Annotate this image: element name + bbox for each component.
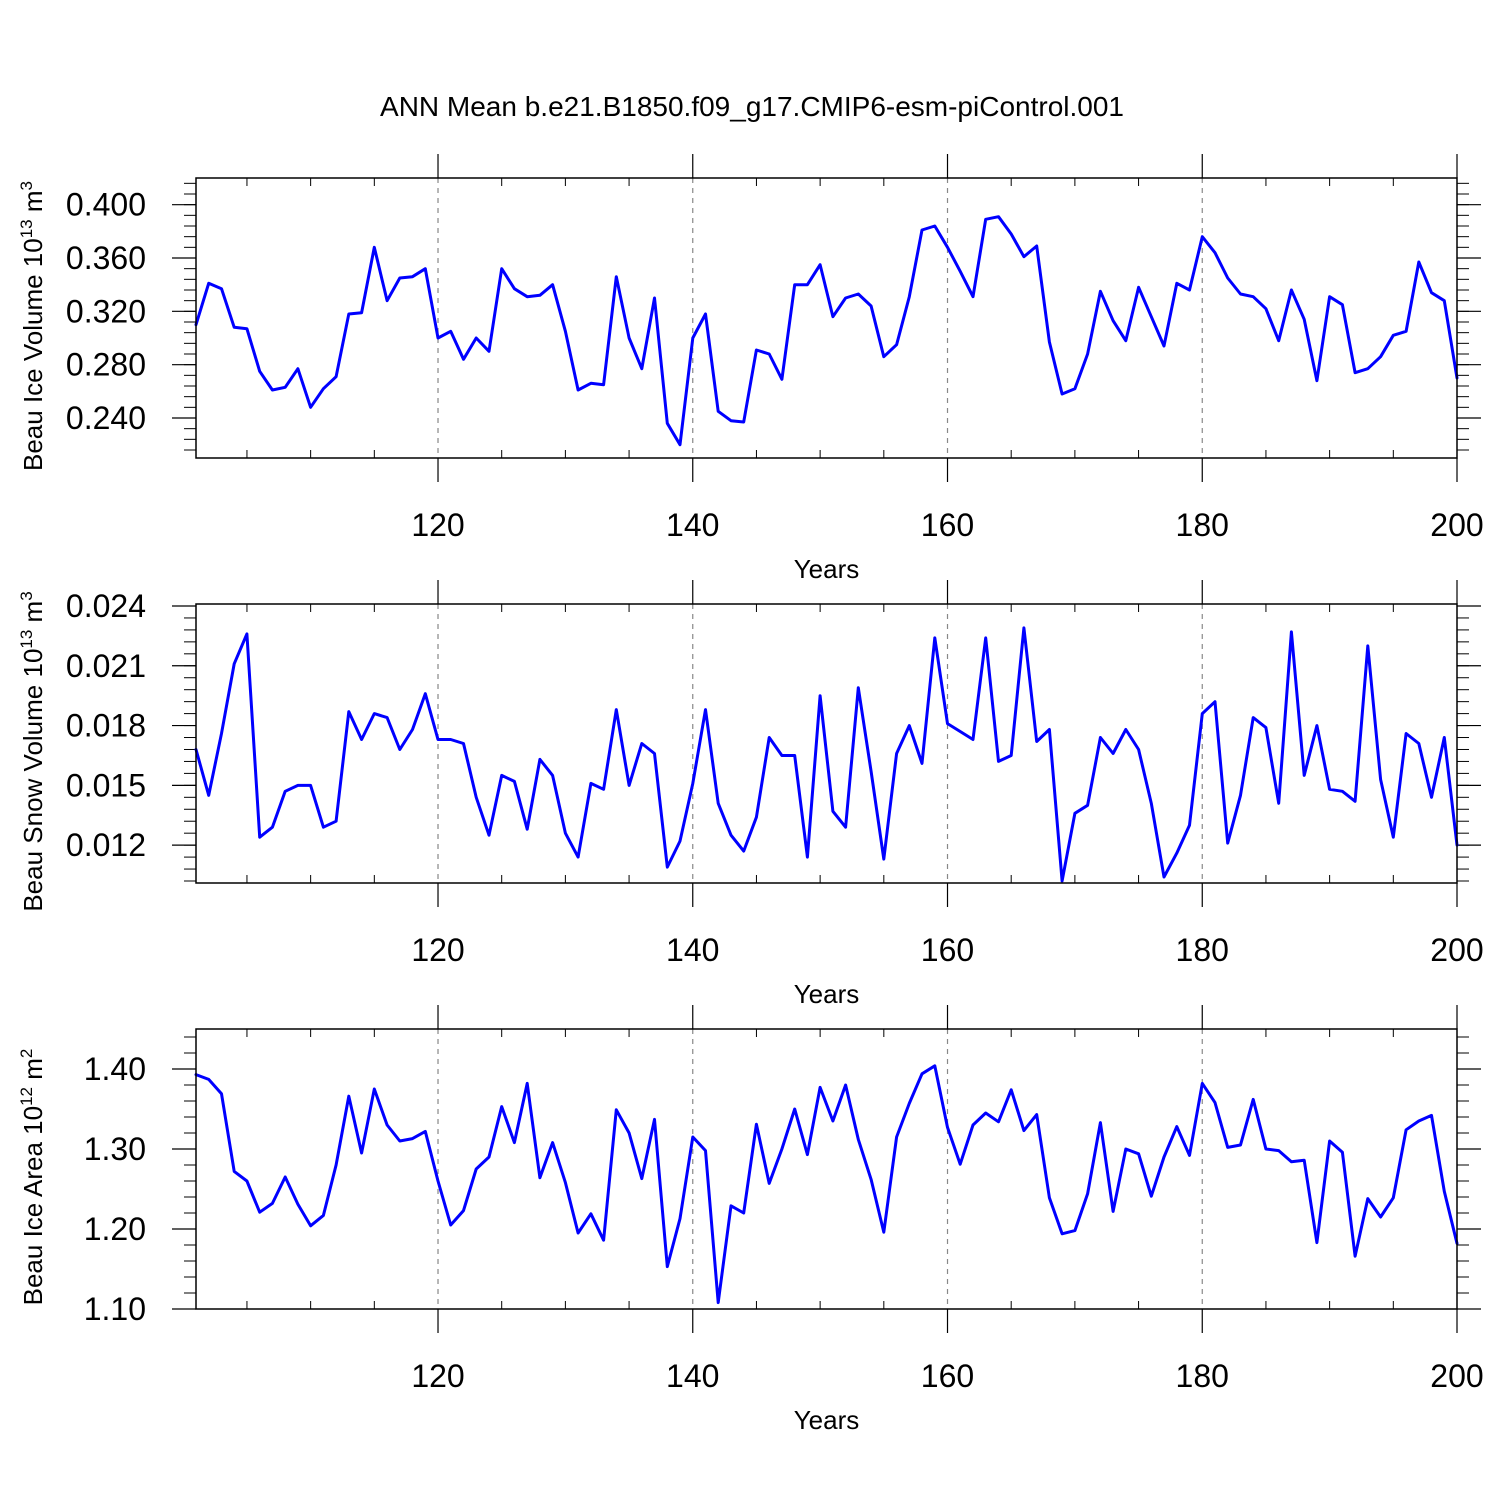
x-tick-label: 200 [1430,932,1483,968]
y-tick-label: 1.10 [84,1291,146,1327]
figure-title: ANN Mean b.e21.B1850.f09_g17.CMIP6-esm-p… [380,91,1124,122]
x-tick-label: 160 [921,932,974,968]
x-axis-title: Years [794,979,860,1009]
y-tick-label: 0.015 [66,767,146,803]
x-tick-label: 180 [1176,507,1229,543]
y-axis-title: Beau Snow Volume 1013 m3 [17,591,48,911]
y-tick-label: 0.400 [66,187,146,223]
y-tick-label: 1.30 [84,1131,146,1167]
chart-panel-3: 1.10 1.20 1.30 1.40 120 140 160 180 200 Years Beau… [17,1005,1484,1435]
plot-frame [195,177,1458,459]
y-tick-label: 0.320 [66,293,146,329]
y-tick-label: 1.20 [84,1211,146,1247]
x-tick-label: 140 [666,932,719,968]
series-line [194,626,1459,883]
x-axis-title: Years [794,554,860,584]
x-tick-label: 140 [666,1358,719,1394]
series-line [194,1064,1459,1305]
x-tick-label: 180 [1176,932,1229,968]
plot-frame [195,1028,1458,1310]
y-tick-label: 0.021 [66,648,146,684]
y-tick-label: 1.40 [84,1051,146,1087]
x-tick-label: 200 [1430,507,1483,543]
plot-frame [195,603,1458,884]
x-tick-label: 200 [1430,1358,1483,1394]
series-line [194,215,1459,447]
y-tick-label: 0.240 [66,400,146,436]
x-tick-label: 180 [1176,1358,1229,1394]
x-tick-label: 160 [921,507,974,543]
y-tick-label: 0.024 [66,588,146,624]
x-axis-title: Years [794,1405,860,1435]
x-tick-label: 140 [666,507,719,543]
x-tick-label: 120 [411,507,464,543]
y-axis-title: Beau Ice Volume 1013 m3 [17,181,48,471]
chart-panel-1: 0.240 0.280 0.320 0.360 0.400 120 140 160 180 200… [17,154,1484,584]
y-tick-label: 0.360 [66,240,146,276]
x-tick-label: 160 [921,1358,974,1394]
x-tick-label: 120 [411,1358,464,1394]
chart-panel-2: 0.012 0.015 0.018 0.021 0.024 120 140 160 180 200… [17,580,1484,1009]
y-tick-label: 0.280 [66,347,146,383]
x-tick-label: 120 [411,932,464,968]
y-tick-label: 0.012 [66,827,146,863]
y-axis-title: Beau Ice Area 1012 m2 [17,1049,48,1306]
y-tick-label: 0.018 [66,708,146,744]
